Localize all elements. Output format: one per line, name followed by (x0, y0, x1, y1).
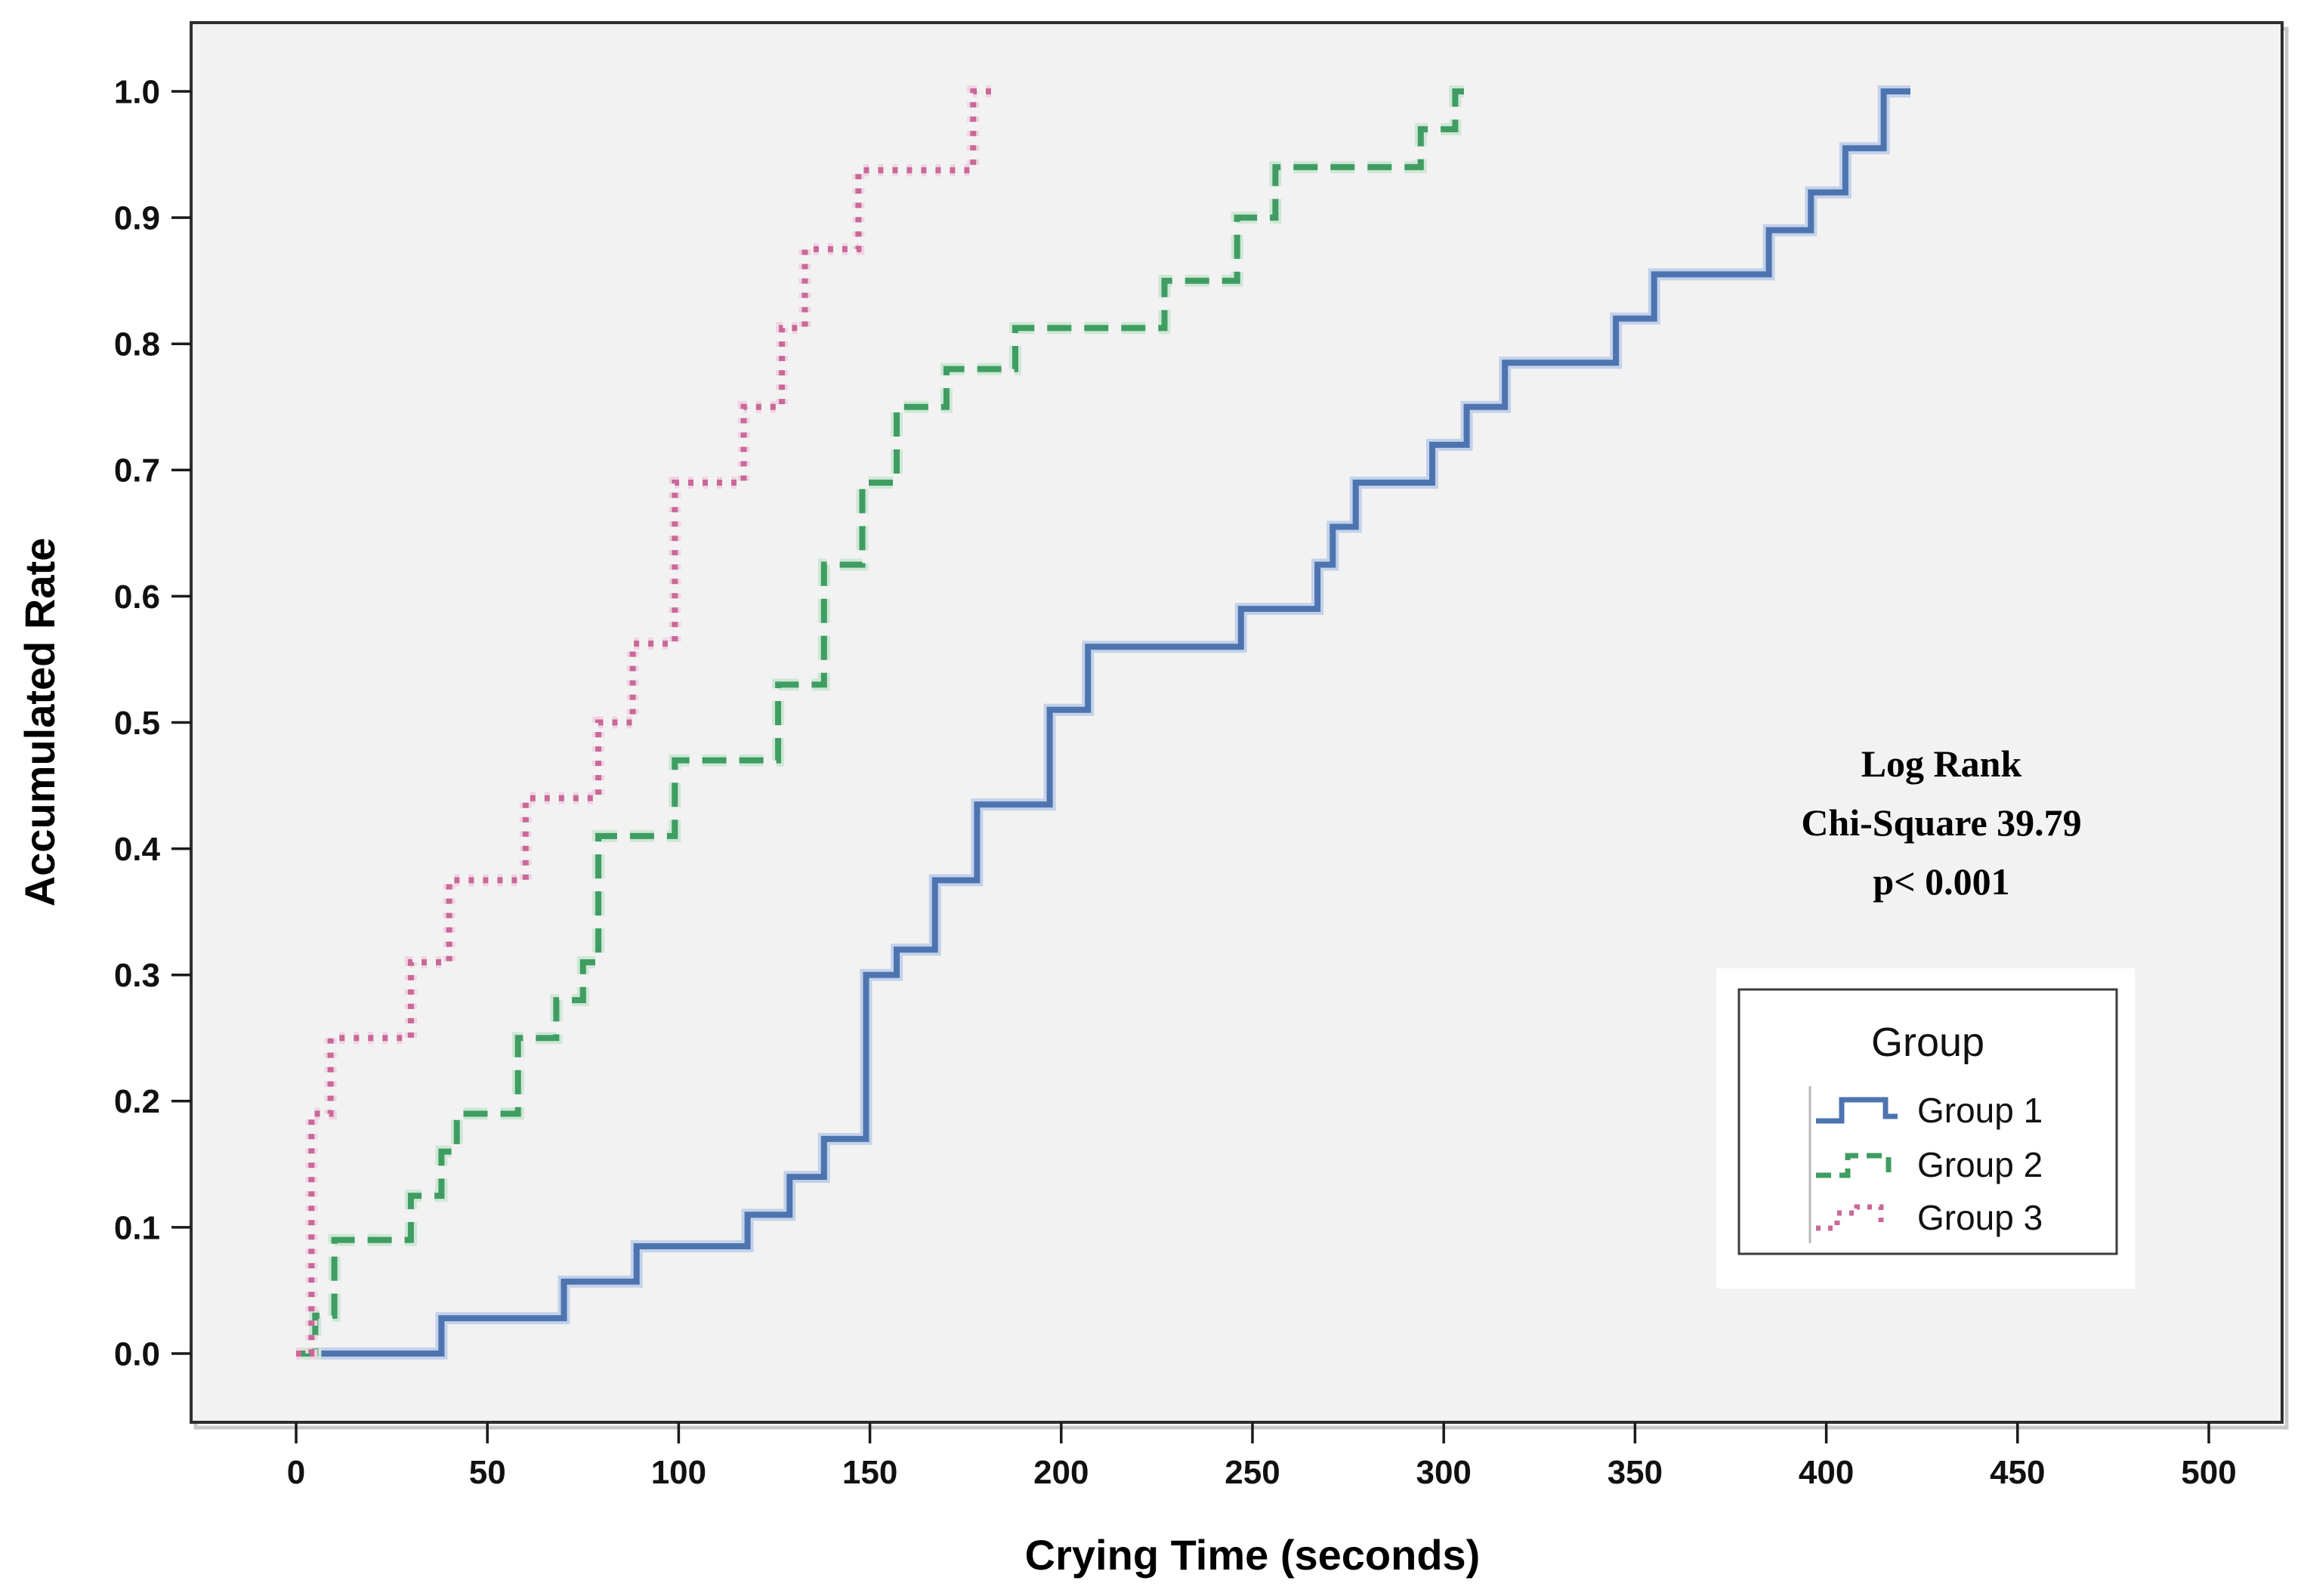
legend-sample-group-3[interactable] (1816, 1204, 1884, 1231)
y-axis-ticks: 0.0 0.1 0.2 0.3 0.4 0.5 0.6 0.7 0.8 0.9 1.0 (114, 73, 191, 1372)
x-tick-label: 400 (1799, 1454, 1854, 1491)
annotation-line-1: Log Rank (1861, 742, 2022, 785)
y-axis-title: Accumulated Rate (16, 538, 63, 907)
x-tick-label: 150 (842, 1454, 897, 1491)
x-tick-label: 100 (651, 1454, 706, 1491)
legend-box (1737, 988, 2118, 1255)
x-axis-title: Crying Time (seconds) (1025, 1531, 1481, 1579)
series-lines (296, 85, 1910, 1360)
y-tick-label: 0.6 (114, 579, 160, 616)
y-tick-label: 0.0 (114, 1335, 160, 1372)
x-tick-label: 500 (2181, 1454, 2236, 1491)
y-tick-label: 0.1 (114, 1209, 160, 1246)
series-line-group-2 (296, 88, 1471, 1357)
y-tick-label: 0.9 (114, 200, 160, 237)
x-tick-label: 300 (1416, 1454, 1471, 1491)
logrank-annotation: Log Rank Chi-Square 39.79 p< 0.001 (1801, 742, 2081, 903)
legend-samples (1816, 1097, 1898, 1231)
y-tick-label: 0.3 (114, 957, 160, 994)
y-tick-label: 0.7 (114, 452, 160, 489)
legend: Group Group 1 Group 2 Group 3 (1716, 968, 2135, 1289)
y-tick-label: 1.0 (114, 73, 160, 110)
x-tick-label: 200 (1033, 1454, 1089, 1491)
x-axis-ticks: 0 50 100 150 200 250 300 350 400 450 500 (287, 1422, 2237, 1491)
x-tick-label: 450 (1990, 1454, 2045, 1491)
y-tick-label: 0.5 (114, 705, 160, 742)
x-tick-label: 0 (287, 1454, 305, 1491)
legend-label-group2[interactable]: Group 2 (1917, 1145, 2043, 1184)
legend-title: Group (1871, 1020, 1984, 1065)
y-tick-label: 0.8 (114, 326, 160, 363)
legend-sample-group-2[interactable] (1816, 1153, 1892, 1178)
legend-sample-group-1[interactable] (1816, 1097, 1898, 1124)
y-tick-label: 0.4 (114, 831, 161, 868)
legend-label-group3[interactable]: Group 3 (1917, 1198, 2043, 1237)
series-line-group-1 (296, 88, 1910, 1357)
x-tick-label: 250 (1225, 1454, 1280, 1491)
x-tick-label: 50 (469, 1454, 506, 1491)
annotation-line-3: p< 0.001 (1873, 860, 2009, 903)
y-tick-label: 0.2 (114, 1083, 160, 1120)
x-tick-label: 350 (1608, 1454, 1663, 1491)
legend-label-group1[interactable]: Group 1 (1917, 1091, 2043, 1130)
annotation-line-2: Chi-Square 39.79 (1801, 801, 2081, 844)
series-line-group-3 (296, 88, 996, 1357)
